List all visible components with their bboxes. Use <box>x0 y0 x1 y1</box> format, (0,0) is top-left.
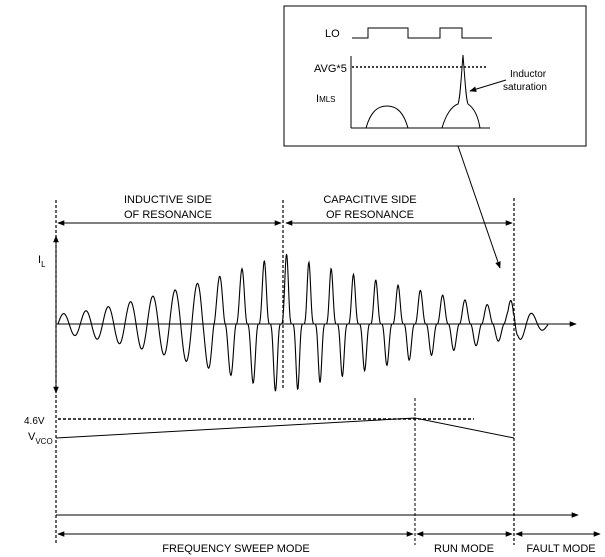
vco-waveform <box>55 417 515 439</box>
imls-label: IMLS <box>316 93 336 105</box>
imls-pulse-1 <box>365 105 409 129</box>
inductor-saturation-line1: Inductor <box>510 69 547 80</box>
capacitive-label-line1: CAPACITIVE SIDE <box>323 194 416 206</box>
imls-label-sub: MLS <box>319 95 335 104</box>
vco-label-main: V <box>28 431 36 443</box>
fault-mode-label: FAULT MODE <box>526 543 595 555</box>
vco-label-sub: VCO <box>35 437 52 446</box>
lo-label: LO <box>325 28 340 40</box>
threshold-label: 4.6V <box>24 416 45 427</box>
inset-panel: LO AVG*5 IMLS Inductor saturation <box>283 5 587 147</box>
inductor-saturation-line2: saturation <box>503 82 547 93</box>
imls-pulse-2 <box>441 54 481 129</box>
capacitive-label-line2: OF RESONANCE <box>326 209 414 221</box>
inductive-label-line1: INDUCTIVE SIDE <box>124 194 212 206</box>
il-label: IL <box>38 254 46 269</box>
imls-label-main: I <box>316 93 319 105</box>
il-label-main: I <box>38 254 41 266</box>
vco-label: VVCO <box>28 431 53 446</box>
frequency-sweep-label: FREQUENCY SWEEP MODE <box>162 543 310 555</box>
il-label-sub: L <box>41 260 46 269</box>
saturation-pointer <box>469 79 507 92</box>
run-mode-label: RUN MODE <box>434 543 494 555</box>
inductor-current-waveform <box>57 253 549 392</box>
lo-waveform <box>352 27 492 39</box>
inset-frame <box>283 5 587 147</box>
inset-connector-arrow <box>457 145 501 269</box>
inductive-label-line2: OF RESONANCE <box>124 209 212 221</box>
avg-label: AVG*5 <box>314 63 347 75</box>
